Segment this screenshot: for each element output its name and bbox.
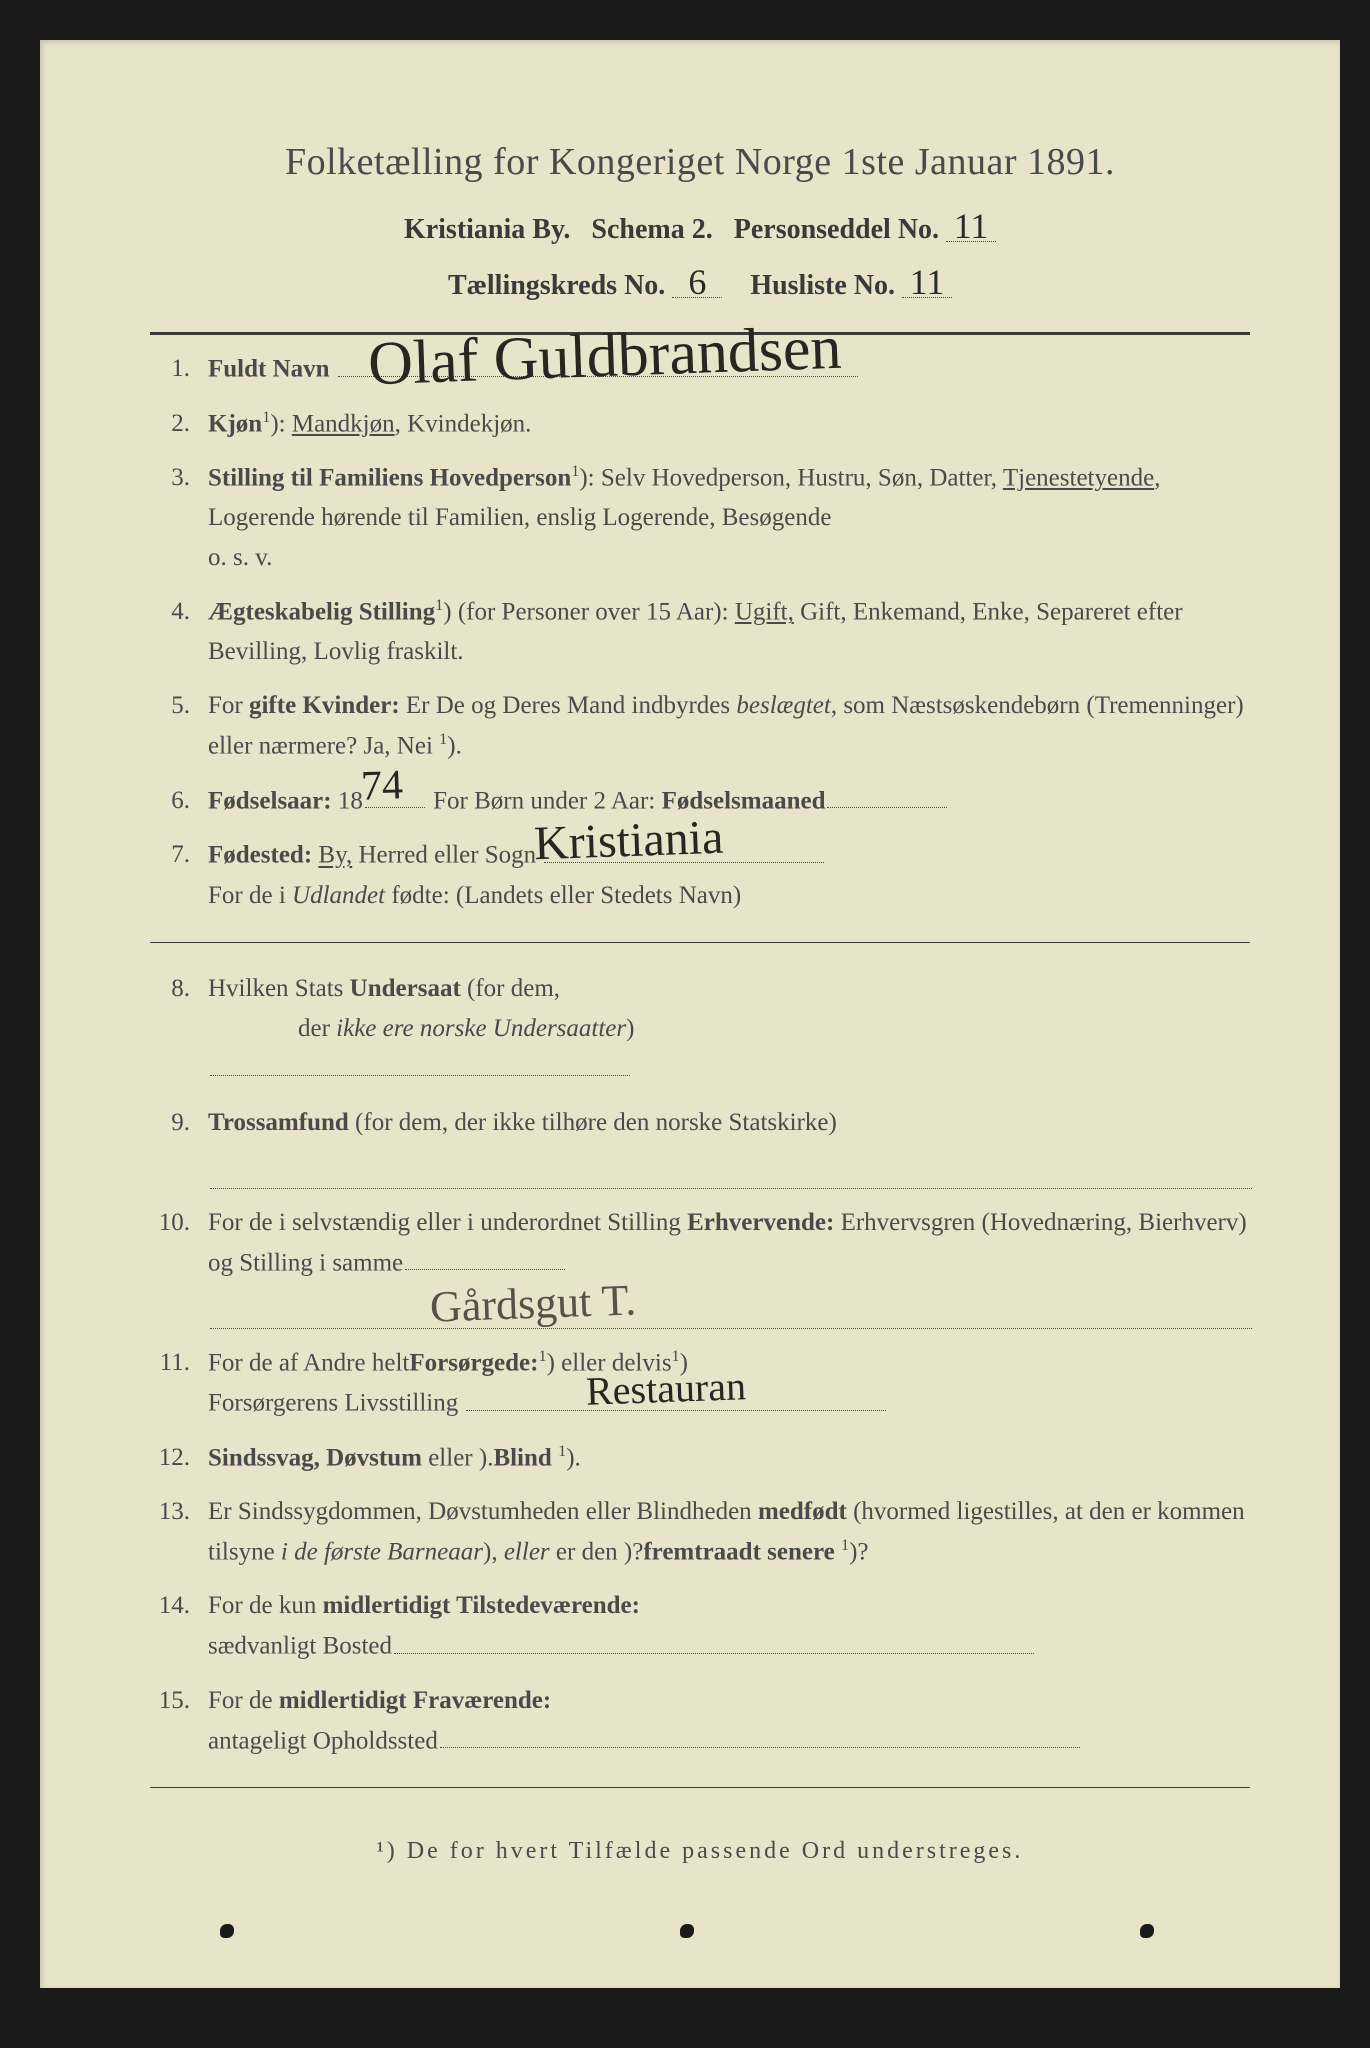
footnote: ¹) De for hvert Tilfælde passende Ord un… [150,1838,1250,1865]
field-number: 8. [150,969,208,1009]
taellingskreds-value: 6 [672,268,722,298]
field-row-6: 6.Fødselsaar: 1874 For Børn under 2 Aar:… [150,781,1250,822]
field-row-9: 9.Trossamfund (for dem, der ikke tilhøre… [150,1103,1250,1189]
field-number: 12. [150,1438,208,1478]
field-body: Fødselsaar: 1874 For Børn under 2 Aar: F… [208,781,1250,822]
personseddel-value: 11 [946,212,996,242]
fields-container: 1.Fuldt Navn Olaf Guldbrandsen2.Kjøn1): … [150,349,1250,1761]
field-body: For gifte Kvinder: Er De og Deres Mand i… [208,686,1250,766]
field-body: For de midlertidigt Fraværende:antagelig… [208,1681,1250,1762]
field-number: 7. [150,835,208,875]
field-row-2: 2.Kjøn1): Mandkjøn, Kvindekjøn. [150,404,1250,444]
husliste-value: 11 [902,268,952,298]
field-row-5: 5.For gifte Kvinder: Er De og Deres Mand… [150,686,1250,766]
field-body: For de kun midlertidigt Tilstedeværende:… [208,1586,1250,1667]
field-number: 3. [150,458,208,498]
field-number: 4. [150,592,208,632]
field-number: 13. [150,1492,208,1532]
field-number: 14. [150,1586,208,1626]
paper-tear-icon [220,1924,234,1938]
field-body: Fødested: By, Herred eller Sogn Kristian… [208,835,1250,916]
form-subheader-2: Tællingskreds No. 6 Husliste No. 11 [150,268,1250,302]
bottom-divider [150,1787,1250,1788]
field-number: 10. [150,1203,208,1243]
field-number: 5. [150,686,208,726]
field-row-11: 11.For de af Andre heltForsørgede:1) ell… [150,1343,1250,1424]
paper-tear-icon [1140,1924,1154,1938]
handwritten-occupation: Gårdsgut T. [429,1266,637,1344]
form-subheader-1: Kristiania By. Schema 2. Personseddel No… [150,212,1250,246]
field-row-8: 8.Hvilken Stats Undersaat (for dem,der i… [150,969,1250,1090]
scan-frame: Folketælling for Kongeriget Norge 1ste J… [0,0,1370,2048]
mid-divider [150,942,1250,943]
schema-label: Schema 2. [591,214,712,245]
field-body: Trossamfund (for dem, der ikke tilhøre d… [208,1103,1250,1189]
field-row-1: 1.Fuldt Navn Olaf Guldbrandsen [150,349,1250,390]
field-number: 9. [150,1103,208,1143]
field-body: Fuldt Navn Olaf Guldbrandsen [208,349,1250,390]
field-number: 11. [150,1343,208,1383]
field-body: Hvilken Stats Undersaat (for dem,der ikk… [208,969,1250,1090]
paper-tear-icon [680,1924,694,1938]
field-body: Kjøn1): Mandkjøn, Kvindekjøn. [208,404,1250,444]
field-row-15: 15.For de midlertidigt Fraværende:antage… [150,1681,1250,1762]
field-row-4: 4.Ægteskabelig Stilling1) (for Personer … [150,592,1250,672]
field-row-12: 12.Sindssvag, Døvstum eller ).Blind 1). [150,1438,1250,1478]
field-body: For de i selvstændig eller i underordnet… [208,1203,1250,1329]
field-row-14: 14.For de kun midlertidigt Tilstedeværen… [150,1586,1250,1667]
top-divider [150,332,1250,335]
city-label: Kristiania By. [404,214,570,245]
field-number: 2. [150,404,208,444]
field-body: Stilling til Familiens Hovedperson1): Se… [208,458,1250,578]
field-number: 15. [150,1681,208,1721]
field-row-13: 13.Er Sindssygdommen, Døvstumheden eller… [150,1492,1250,1572]
taellingskreds-label: Tællingskreds No. [448,270,665,301]
field-row-10: 10.For de i selvstændig eller i underord… [150,1203,1250,1329]
personseddel-label: Personseddel No. [734,214,939,245]
form-title: Folketælling for Kongeriget Norge 1ste J… [150,140,1250,184]
field-number: 1. [150,349,208,389]
field-body: Er Sindssygdommen, Døvstumheden eller Bl… [208,1492,1250,1572]
field-number: 6. [150,781,208,821]
husliste-label: Husliste No. [750,270,895,301]
field-body: Ægteskabelig Stilling1) (for Personer ov… [208,592,1250,672]
field-body: Sindssvag, Døvstum eller ).Blind 1). [208,1438,1250,1478]
handwritten-provider: Restauran [585,1354,747,1424]
field-body: For de af Andre heltForsørgede:1) eller … [208,1343,1250,1424]
field-row-3: 3.Stilling til Familiens Hovedperson1): … [150,458,1250,578]
census-form-paper: Folketælling for Kongeriget Norge 1ste J… [40,40,1340,1988]
field-row-7: 7.Fødested: By, Herred eller Sogn Kristi… [150,835,1250,916]
